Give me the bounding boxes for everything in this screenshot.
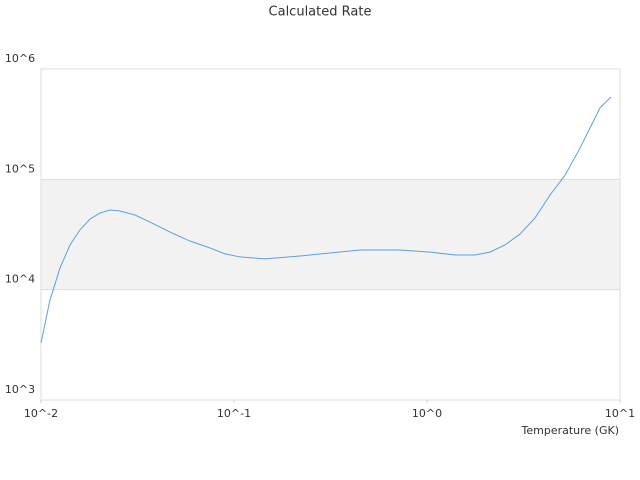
x-tick-label: 10^0 [412, 407, 442, 420]
y-tick-label: 10^6 [5, 52, 35, 65]
x-axis-label: Temperature (GK) [521, 424, 620, 437]
x-tick-label: 10^-1 [217, 407, 251, 420]
plot-band [41, 179, 620, 290]
y-tick-label: 10^5 [5, 162, 35, 175]
line-series [40, 96, 612, 344]
x-tick-label: 10^-2 [24, 407, 58, 420]
y-tick-label: 10^4 [5, 273, 35, 286]
chart-title: Calculated Rate [269, 5, 372, 20]
x-tick-label: 10^1 [605, 407, 635, 420]
y-tick-label: 10^3 [5, 383, 35, 396]
